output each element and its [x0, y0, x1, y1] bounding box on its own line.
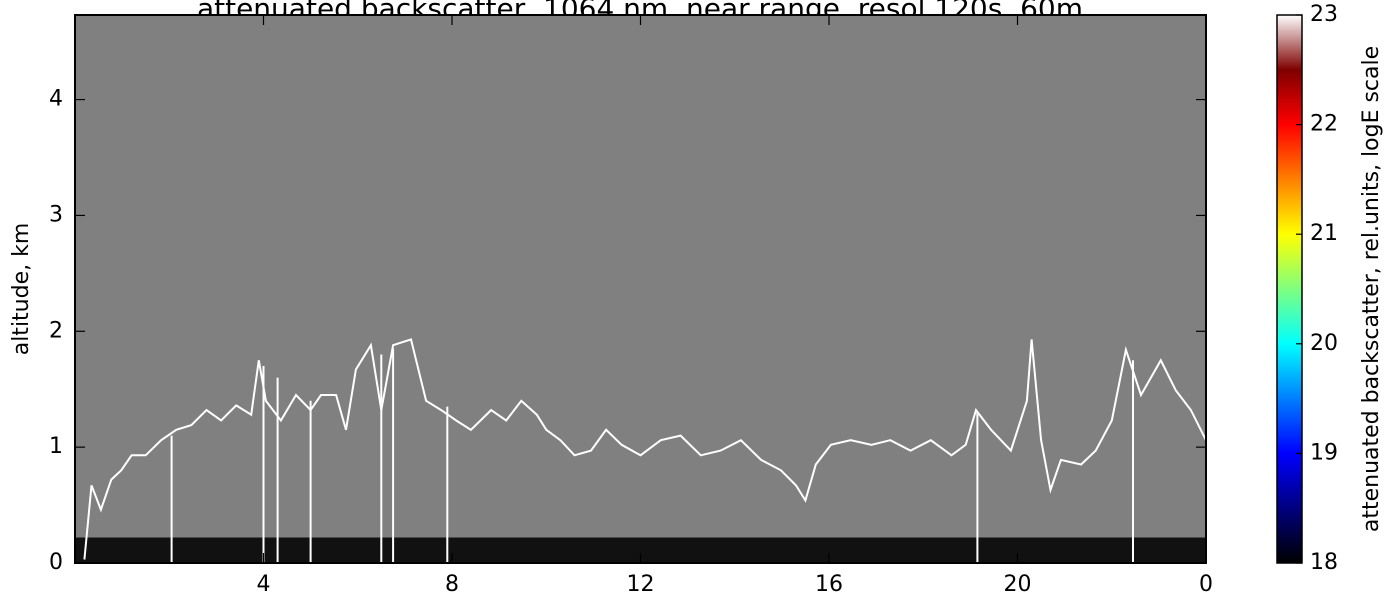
- y-tick-label: 4: [49, 87, 63, 112]
- x-tick-label: 0: [1199, 572, 1213, 597]
- plot-lines: [83, 338, 1206, 563]
- colorbar-tick-label: 19: [1310, 440, 1338, 465]
- x-tick-label: 4: [257, 572, 271, 597]
- x-tick-label: 12: [627, 572, 655, 597]
- x-tick-label: 20: [1004, 572, 1032, 597]
- contour-line: [83, 338, 1206, 560]
- x-tick-label: 16: [815, 572, 843, 597]
- colorbar-label: attenuated backscatter, rel.units, logE …: [1359, 46, 1384, 532]
- colorbar-tick-label: 23: [1310, 2, 1338, 27]
- contour-line: [170, 348, 1134, 563]
- y-tick-label: 0: [49, 550, 63, 575]
- colorbar-tick-label: 21: [1310, 221, 1338, 246]
- plot-background: [75, 15, 1206, 563]
- y-tick-label: 2: [49, 318, 63, 343]
- y-tick-label: 3: [49, 202, 63, 227]
- colorbar-tick-label: 20: [1310, 331, 1338, 356]
- colorbar: [1276, 14, 1303, 564]
- y-tick-label: 1: [49, 434, 63, 459]
- colorbar-tick-label: 22: [1310, 112, 1338, 137]
- y-axis-label: altitude, km: [9, 223, 34, 356]
- colorbar-tick-label: 18: [1310, 550, 1338, 575]
- x-tick-label: 8: [445, 572, 459, 597]
